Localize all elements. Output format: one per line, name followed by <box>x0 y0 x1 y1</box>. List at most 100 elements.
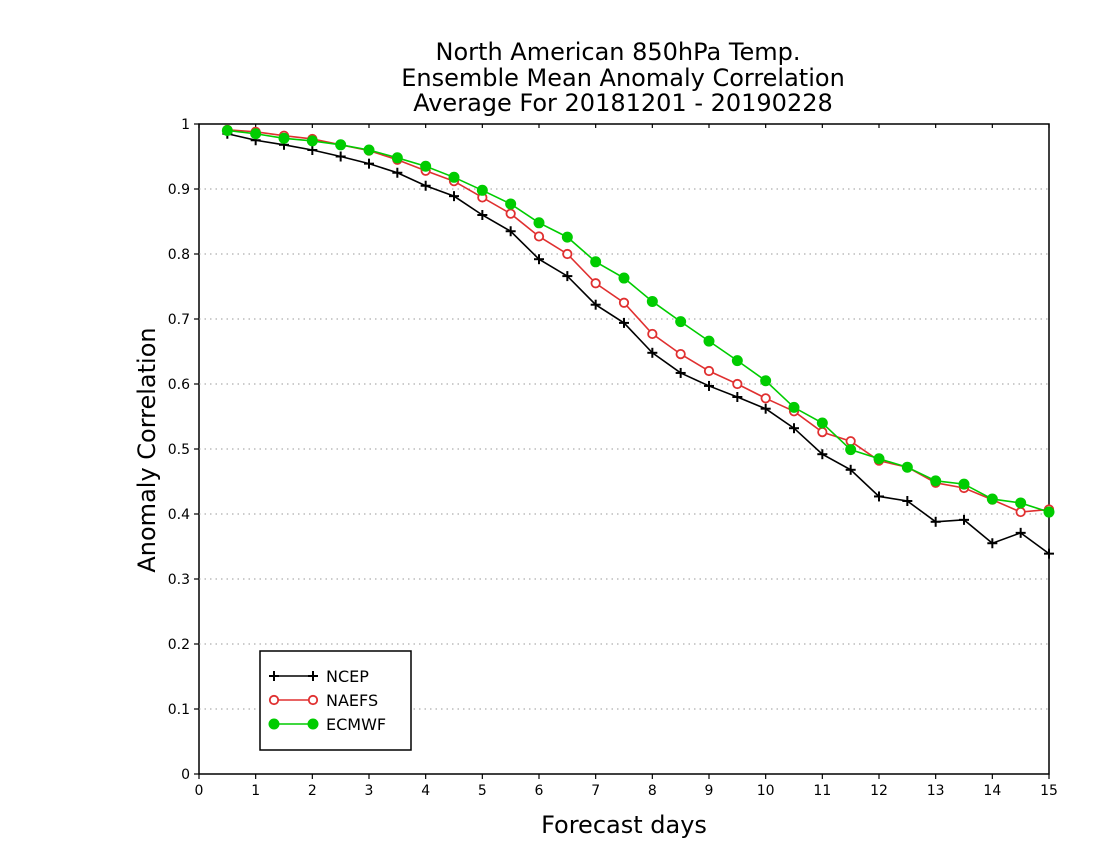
y-tick-label-4: 0.4 <box>168 507 190 523</box>
point-naefs-16 <box>675 348 686 360</box>
point-ncep-29 <box>1044 548 1054 559</box>
y-tick-label-0: 0 <box>181 767 190 783</box>
point-ecmwf-13 <box>590 256 602 268</box>
legend-label-naefs: NAEFS <box>326 691 378 710</box>
x-tick-label-2: 2 <box>308 783 317 799</box>
y-tick-label-2: 0.2 <box>168 637 190 653</box>
point-ecmwf-14 <box>618 272 630 284</box>
point-naefs-15 <box>647 328 658 340</box>
x-tick-label-0: 0 <box>195 783 204 799</box>
point-ecmwf-23 <box>873 453 885 465</box>
point-ncep-20 <box>789 423 799 434</box>
point-ncep-9 <box>477 210 488 220</box>
x-tick-label-12: 12 <box>870 783 888 799</box>
x-tick-label-9: 9 <box>705 783 714 799</box>
point-ncep-19 <box>760 403 771 414</box>
point-ncep-7 <box>420 180 431 191</box>
x-tick-label-1: 1 <box>251 783 260 799</box>
point-ecmwf-3 <box>306 135 318 147</box>
point-ecmwf-15 <box>646 295 658 307</box>
point-ncep-15 <box>647 347 658 358</box>
point-ecmwf-5 <box>363 144 375 156</box>
point-ecmwf-12 <box>561 231 573 243</box>
point-ncep-6 <box>392 167 403 178</box>
legend-marker-start-ecmwf <box>268 718 280 730</box>
y-tick-label-3: 0.3 <box>168 572 190 588</box>
point-ecmwf-24 <box>901 461 913 473</box>
point-ecmwf-9 <box>476 184 488 196</box>
legend-marker-start-naefs <box>268 694 280 706</box>
point-ecmwf-25 <box>930 475 942 487</box>
legend-label-ncep: NCEP <box>326 667 369 686</box>
legend: NCEP NAEFS ECMWF <box>259 650 412 751</box>
legend-marker-end-naefs <box>307 694 319 706</box>
point-ecmwf-21 <box>816 417 828 429</box>
point-ecmwf-20 <box>788 401 800 413</box>
y-tick-label-9: 0.9 <box>168 182 190 198</box>
chart-title-line-1: North American 850hPa Temp. <box>436 38 801 66</box>
x-tick-label-4: 4 <box>421 783 430 799</box>
legend-marker-start-ncep <box>269 671 279 681</box>
y-axis-title: Anomaly Correlation <box>133 327 161 572</box>
point-ncep-4 <box>335 151 346 162</box>
x-tick-label-6: 6 <box>535 783 544 799</box>
point-naefs-17 <box>703 365 715 377</box>
x-tick-label-13: 13 <box>927 783 945 799</box>
series-ecmwf <box>221 125 1055 518</box>
x-tick-label-7: 7 <box>591 783 600 799</box>
x-axis-title: Forecast days <box>541 811 707 839</box>
point-ncep-10 <box>505 226 516 237</box>
chart-title-line-3: Average For 20181201 - 20190228 <box>413 89 833 117</box>
point-ncep-27 <box>987 538 998 549</box>
point-naefs-14 <box>618 297 630 308</box>
series-layer <box>221 124 1055 559</box>
y-tick-label-6: 0.6 <box>168 377 190 393</box>
y-tick-label-1: 0.1 <box>168 702 190 718</box>
y-tick-label-10: 1 <box>181 117 190 133</box>
point-ecmwf-2 <box>278 132 290 144</box>
x-tick-label-15: 15 <box>1040 783 1058 799</box>
point-ecmwf-6 <box>391 152 403 164</box>
point-ecmwf-8 <box>448 171 460 183</box>
point-ncep-23 <box>874 491 884 502</box>
point-ncep-3 <box>307 145 318 155</box>
point-naefs-18 <box>732 378 743 390</box>
point-ncep-26 <box>959 514 969 525</box>
point-ncep-17 <box>704 380 714 391</box>
point-ecmwf-16 <box>675 316 687 328</box>
point-naefs-12 <box>562 248 573 260</box>
point-ncep-25 <box>930 516 941 527</box>
point-naefs-28 <box>1015 506 1026 518</box>
legend-marker-end-ecmwf <box>307 718 319 730</box>
point-ncep-11 <box>534 254 544 265</box>
point-ecmwf-1 <box>250 128 262 140</box>
point-ecmwf-22 <box>845 444 857 456</box>
point-ncep-13 <box>590 299 601 310</box>
point-ncep-5 <box>364 158 374 169</box>
point-ecmwf-29 <box>1043 506 1055 518</box>
point-ecmwf-11 <box>533 217 545 229</box>
point-ecmwf-17 <box>703 335 715 347</box>
point-ncep-16 <box>675 367 686 378</box>
point-ecmwf-26 <box>958 478 970 490</box>
point-ncep-24 <box>902 496 913 506</box>
point-naefs-19 <box>760 393 771 404</box>
y-tick-label-8: 0.8 <box>168 247 190 263</box>
point-ecmwf-4 <box>335 139 347 151</box>
point-ncep-21 <box>817 449 828 460</box>
x-tick-label-10: 10 <box>757 783 775 799</box>
point-naefs-13 <box>590 278 601 289</box>
y-tick-label-7: 0.7 <box>168 312 190 328</box>
point-ncep-12 <box>562 271 573 282</box>
point-naefs-21 <box>817 426 828 438</box>
point-ecmwf-7 <box>420 160 432 172</box>
point-naefs-10 <box>505 208 516 219</box>
point-ncep-8 <box>449 191 459 202</box>
point-ecmwf-0 <box>221 125 233 136</box>
chart-title-line-2: Ensemble Mean Anomaly Correlation <box>401 64 845 92</box>
point-naefs-22 <box>845 436 856 447</box>
series-line-ncep <box>227 132 1050 555</box>
legend-marker-end-ncep <box>308 671 318 681</box>
